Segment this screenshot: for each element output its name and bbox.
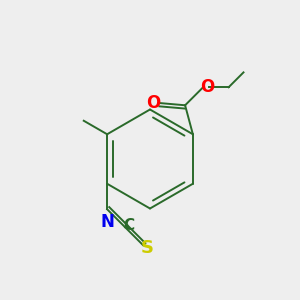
Text: O: O: [200, 78, 215, 96]
Text: O: O: [146, 94, 160, 112]
Text: S: S: [141, 239, 154, 257]
Text: C: C: [124, 218, 135, 233]
Text: N: N: [100, 213, 114, 231]
